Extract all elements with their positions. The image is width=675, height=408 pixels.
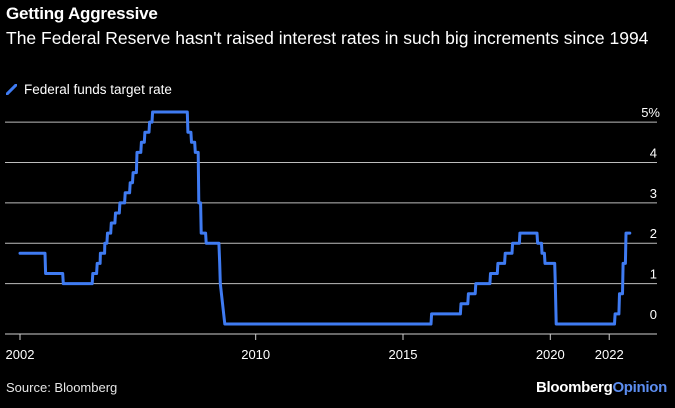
series-line-federal-funds-target-rate: [18, 110, 632, 326]
x-tick-label: 2020: [536, 347, 565, 362]
y-tick-label: 3: [650, 186, 657, 201]
x-tick-label: 2022: [595, 347, 624, 362]
legend-label: Federal funds target rate: [24, 82, 172, 97]
y-tick-label: 0: [650, 307, 657, 322]
brand-logo: BloombergOpinion: [536, 379, 667, 396]
source-note: Source: Bloomberg: [6, 380, 118, 395]
y-tick-label: 1: [650, 267, 657, 282]
x-tick-label: 2015: [389, 347, 418, 362]
x-tick-label: 2010: [241, 347, 270, 362]
brand-bloomberg: Bloomberg: [535, 379, 613, 396]
legend-line-icon: [6, 84, 17, 95]
brand-opinion: Opinion: [612, 379, 667, 396]
y-tick-label: 2: [650, 226, 657, 241]
y-tick-label: 4: [650, 145, 657, 160]
y-tick-label: 5%: [641, 105, 660, 120]
legend: Federal funds target rate: [6, 82, 172, 97]
x-tick-label: 2002: [6, 347, 35, 362]
chart-subtitle: The Federal Reserve hasn't raised intere…: [6, 28, 649, 48]
chart-title: Getting Aggressive: [6, 4, 158, 23]
